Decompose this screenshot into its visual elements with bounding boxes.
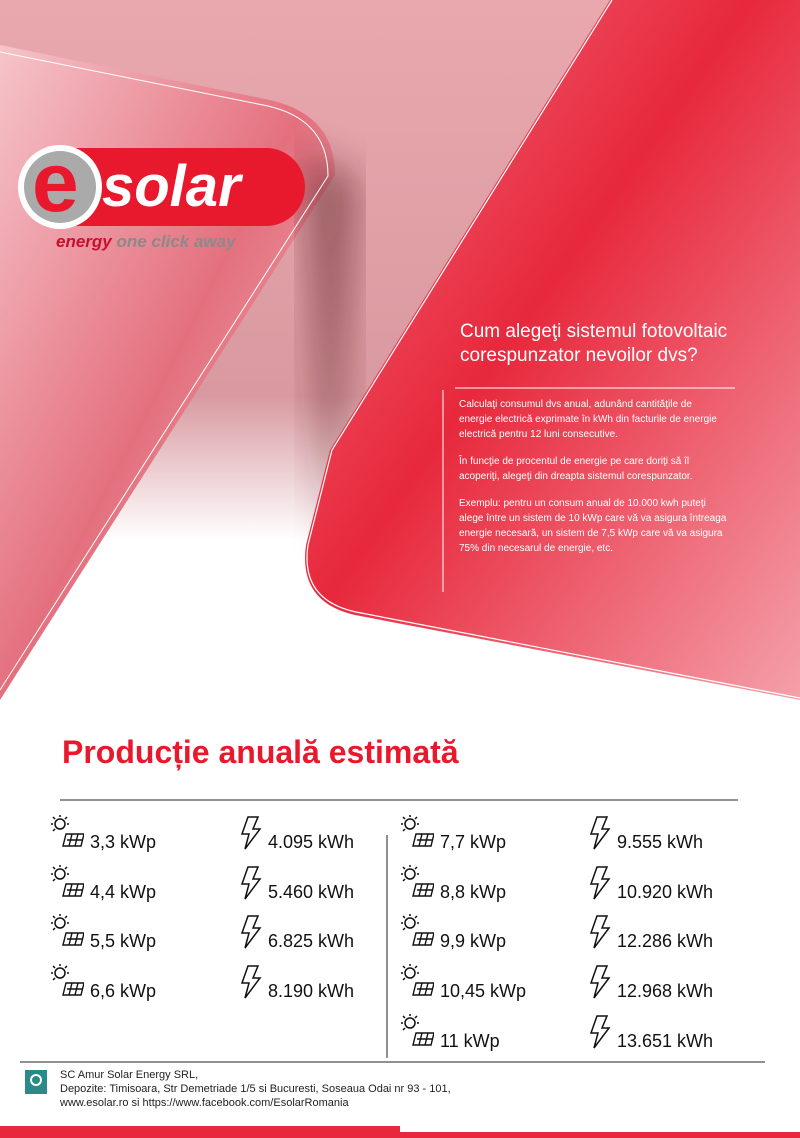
- paragraph: Exemplu: pentru un consum anual de 10.00…: [459, 498, 727, 554]
- energy-icon: [240, 816, 262, 850]
- solar-icon: [51, 964, 84, 996]
- power: 9,9 kWp: [440, 931, 507, 952]
- power: 3,3 kWp: [90, 832, 157, 852]
- paragraph: Calculaţi consumul dvs anual, adunând ca…: [459, 399, 717, 440]
- power-cell: 8,8 kWp: [401, 864, 507, 903]
- footer-line: SC Amur Solar Energy SRL,: [60, 1069, 199, 1081]
- energy-cell: 10.920 kWh: [589, 865, 714, 903]
- energy-icon: [589, 816, 611, 850]
- power: 7,7 kWp: [440, 832, 507, 852]
- solar-icon: [401, 864, 434, 897]
- intro-text: Calculaţi consumul dvs anual, adunând ca…: [459, 397, 727, 568]
- section-title: Producție anuală estimată: [62, 734, 459, 770]
- energy: 9.555 kWh: [617, 832, 704, 852]
- power-cell: 7,7 kWp: [401, 815, 507, 853]
- solar-icon: [401, 914, 434, 947]
- power: 5,5 kWp: [90, 931, 157, 952]
- footer-line: www.esolar.ro si https://www.facebook.co…: [60, 1097, 349, 1109]
- energy-cell: 12.968 kWh: [589, 965, 714, 1002]
- energy-icon: [240, 865, 262, 900]
- power: 8,8 kWp: [440, 881, 507, 902]
- title-line: Cum alegeţi sistemul fotovoltaic: [460, 321, 728, 342]
- energy-icon: [589, 965, 611, 999]
- energy: 4.095 kWh: [268, 832, 355, 852]
- energy: 5.460 kWh: [268, 881, 355, 902]
- logo-mark: e: [32, 135, 79, 229]
- title-line: corespunzator nevoilor dvs?: [460, 345, 698, 366]
- energy: 12.286 kWh: [617, 931, 714, 952]
- solar-icon: [401, 815, 434, 847]
- energy-cell: 8.190 kWh: [240, 965, 355, 1002]
- power-cell: 10,45 kWp: [401, 964, 527, 1002]
- energy-icon: [589, 915, 611, 949]
- energy-cell: 5.460 kWh: [240, 865, 355, 903]
- energy: 13.651 kWh: [617, 1030, 714, 1051]
- footer-line: Depozite: Timisoara, Str Demetriade 1/5 …: [60, 1083, 451, 1095]
- solar-icon: [401, 964, 434, 996]
- solar-icon: [51, 815, 84, 847]
- energy: 12.968 kWh: [617, 981, 714, 1002]
- footer: SC Amur Solar Energy SRL, Depozite: Timi…: [60, 1068, 451, 1110]
- energy-cell: 9.555 kWh: [589, 816, 704, 853]
- energy-icon: [240, 915, 262, 949]
- tagline-part: one click away: [116, 232, 236, 251]
- tagline-part: energy: [56, 232, 112, 251]
- solar-icon: [51, 914, 84, 947]
- power-cell: 6,6 kWp: [51, 964, 157, 1002]
- energy: 8.190 kWh: [268, 981, 355, 1002]
- energy-cell: 4.095 kWh: [240, 816, 355, 853]
- power-cell: 9,9 kWp: [401, 914, 507, 952]
- paragraph: În funcţie de procentul de energie pe ca…: [459, 456, 693, 482]
- energy-icon: [589, 865, 611, 900]
- power-cell: 4,4 kWp: [51, 864, 157, 903]
- intro-title: Cum alegeţi sistemul fotovoltaic corespu…: [460, 320, 727, 368]
- energy: 6.825 kWh: [268, 931, 355, 952]
- energy-cell: 13.651 kWh: [589, 1015, 714, 1052]
- energy: 10.920 kWh: [617, 881, 714, 902]
- energy-cell: 6.825 kWh: [240, 915, 355, 952]
- energy-icon: [589, 1015, 611, 1049]
- power-cell: 5,5 kWp: [51, 914, 157, 952]
- logo-tagline: energy one click away: [56, 232, 236, 252]
- power-cell: 11 kWp: [401, 1013, 500, 1052]
- energy-cell: 12.286 kWh: [589, 915, 714, 952]
- solar-icon: [51, 864, 84, 897]
- power: 6,6 kWp: [90, 981, 157, 1002]
- power: 11 kWp: [440, 1030, 500, 1051]
- solar-icon: [401, 1013, 434, 1046]
- power: 4,4 kWp: [90, 881, 157, 902]
- power-cell: 3,3 kWp: [51, 815, 157, 853]
- energy-icon: [240, 965, 262, 999]
- power: 10,45 kWp: [440, 981, 527, 1002]
- logo-name: solar: [102, 154, 241, 219]
